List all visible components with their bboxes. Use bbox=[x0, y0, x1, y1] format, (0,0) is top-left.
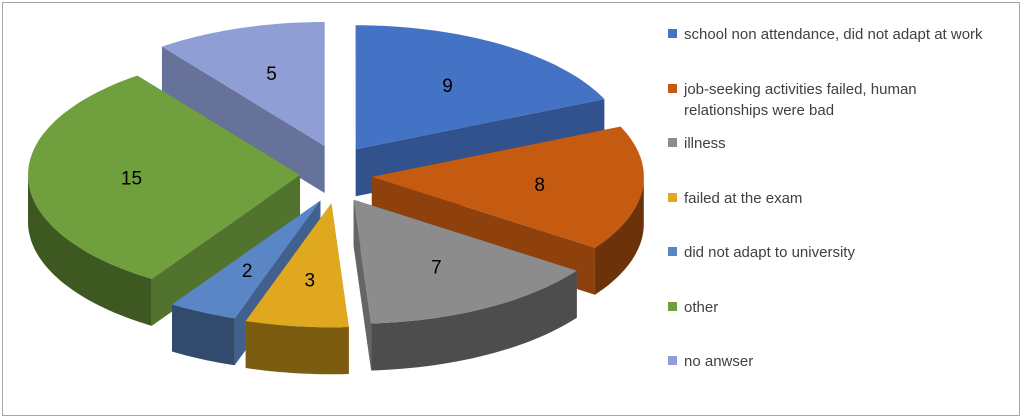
legend-swatch bbox=[668, 192, 677, 202]
slice-4-top bbox=[245, 203, 349, 328]
pie-chart: 5 9 15 8 7 2 3 bbox=[28, 22, 644, 375]
slice-7 bbox=[161, 22, 325, 193]
legend-item-7: no anwser bbox=[668, 351, 998, 372]
legend-swatch bbox=[668, 83, 677, 93]
slice-2-outer-wall bbox=[594, 176, 644, 295]
slice-3-outer-wall bbox=[371, 270, 577, 371]
legend-swatch bbox=[668, 29, 677, 38]
legend-label: school non attendance, did not adapt at … bbox=[684, 26, 983, 43]
legend-label: job-seeking activities failed, human rel… bbox=[684, 80, 917, 119]
slice-5-value-label: 2 bbox=[242, 261, 253, 282]
slice-1-top bbox=[355, 25, 605, 150]
slice-6-outer-wall bbox=[28, 174, 152, 326]
legend-label: did not adapt to university bbox=[684, 244, 855, 261]
slice-2-top bbox=[371, 126, 644, 248]
slice-2-value-label: 8 bbox=[534, 175, 545, 196]
slice-3-value-label: 7 bbox=[431, 258, 442, 279]
slice-7-value-label: 5 bbox=[266, 64, 277, 85]
slice-6-value-label: 15 bbox=[121, 168, 142, 189]
slice-4-outer-wall bbox=[245, 321, 349, 375]
legend-item-2: job-seeking activities failed, human rel… bbox=[668, 79, 998, 121]
pie-slices bbox=[28, 22, 644, 375]
legend-item-6: other bbox=[668, 297, 998, 318]
slice-3-top bbox=[353, 199, 577, 324]
slice-1-value-label: 9 bbox=[442, 76, 453, 97]
slice-6-side-wall-1 bbox=[151, 174, 301, 326]
legend-label: failed at the exam bbox=[684, 189, 803, 207]
slice-6-top bbox=[28, 75, 301, 279]
legend-item-5: did not adapt to university bbox=[668, 242, 998, 263]
legend-label: no anwser bbox=[684, 353, 754, 370]
slice-7-side-wall-1 bbox=[161, 46, 325, 193]
slice-3-side-wall-2 bbox=[353, 199, 372, 371]
slice-6 bbox=[28, 75, 301, 326]
slice-7-top bbox=[162, 22, 325, 146]
legend-swatch bbox=[668, 138, 677, 147]
slice-4-value-label: 3 bbox=[305, 271, 316, 292]
slice-4 bbox=[245, 203, 349, 375]
legend-swatch bbox=[668, 356, 677, 365]
legend-swatch bbox=[668, 301, 677, 311]
legend-item-3: illness bbox=[668, 133, 998, 154]
legend-item-1: school non attendance, did not adapt at … bbox=[668, 24, 998, 45]
slice-5-top bbox=[172, 200, 321, 319]
legend-label: other bbox=[684, 298, 719, 316]
legend-item-4: failed at the exam bbox=[668, 188, 998, 209]
slice-5 bbox=[171, 200, 321, 366]
slice-5-outer-wall bbox=[172, 304, 235, 366]
slice-3 bbox=[353, 199, 577, 371]
pie-data-labels: 5 9 15 8 7 2 3 bbox=[121, 64, 545, 292]
legend-label: illness bbox=[684, 135, 726, 152]
legend-swatch bbox=[668, 247, 677, 256]
